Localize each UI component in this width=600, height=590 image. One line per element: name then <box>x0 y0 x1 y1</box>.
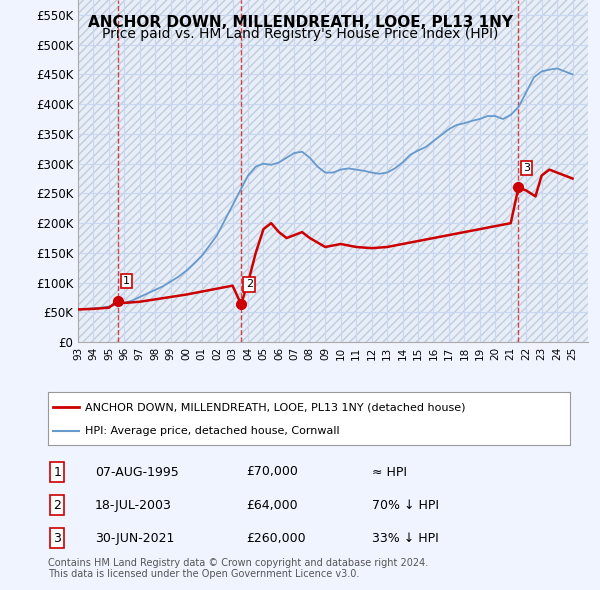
Text: 18-JUL-2003: 18-JUL-2003 <box>95 499 172 512</box>
Text: ≈ HPI: ≈ HPI <box>371 466 407 478</box>
Text: £64,000: £64,000 <box>247 499 298 512</box>
Text: ANCHOR DOWN, MILLENDREATH, LOOE, PL13 1NY (detached house): ANCHOR DOWN, MILLENDREATH, LOOE, PL13 1N… <box>85 402 465 412</box>
Text: 70% ↓ HPI: 70% ↓ HPI <box>371 499 439 512</box>
Text: Contains HM Land Registry data © Crown copyright and database right 2024.
This d: Contains HM Land Registry data © Crown c… <box>48 558 428 579</box>
Text: 33% ↓ HPI: 33% ↓ HPI <box>371 532 439 545</box>
Text: 30-JUN-2021: 30-JUN-2021 <box>95 532 175 545</box>
Text: 3: 3 <box>523 163 530 173</box>
Text: 3: 3 <box>53 532 61 545</box>
Text: £70,000: £70,000 <box>247 466 298 478</box>
Text: 2: 2 <box>53 499 61 512</box>
Text: ANCHOR DOWN, MILLENDREATH, LOOE, PL13 1NY: ANCHOR DOWN, MILLENDREATH, LOOE, PL13 1N… <box>88 15 512 30</box>
Text: HPI: Average price, detached house, Cornwall: HPI: Average price, detached house, Corn… <box>85 425 339 435</box>
Text: £260,000: £260,000 <box>247 532 306 545</box>
Text: 1: 1 <box>123 276 130 286</box>
Text: 07-AUG-1995: 07-AUG-1995 <box>95 466 179 478</box>
Text: 1: 1 <box>53 466 61 478</box>
Text: Price paid vs. HM Land Registry's House Price Index (HPI): Price paid vs. HM Land Registry's House … <box>102 27 498 41</box>
Text: 2: 2 <box>245 280 253 290</box>
